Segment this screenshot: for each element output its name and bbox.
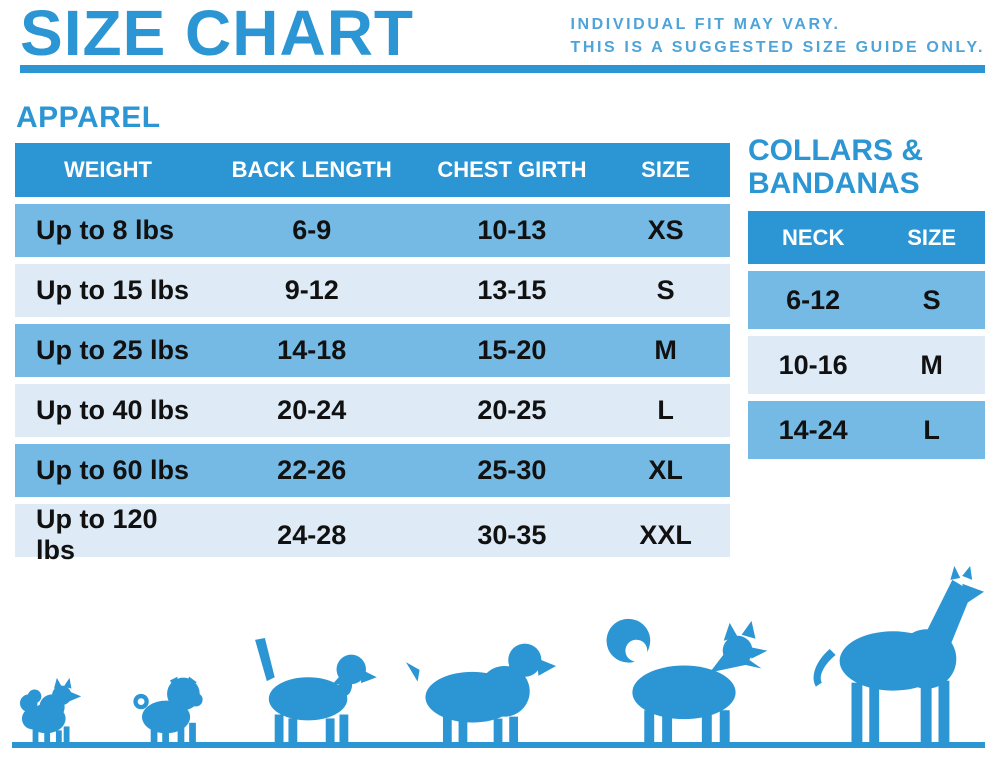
size-cell: M (654, 335, 677, 365)
back-length-cell: 9-12 (284, 275, 339, 305)
size-cell: M (920, 349, 943, 380)
collars-section-heading: COLLARS & BANDANAS (748, 134, 985, 200)
collars-heading-line-2: BANDANAS (748, 167, 920, 200)
table-row: Up to 25 lbs 14-18 15-20 M (15, 324, 730, 377)
column-header-size: SIZE (907, 224, 957, 250)
back-length-cell: 20-24 (277, 395, 347, 425)
masthead: SIZE CHART INDIVIDUAL FIT MAY VARY. THIS… (20, 0, 985, 73)
weight-cell: Up to 40 lbs (36, 395, 190, 425)
size-cell: L (923, 414, 940, 445)
neck-cell: 14-24 (778, 414, 848, 445)
table-row: Up to 120 lbs 24-28 30-35 XXL (15, 504, 730, 565)
size-cell: S (656, 275, 675, 305)
table-row: 10-16 M (748, 336, 985, 394)
pomeranian-dog-icon (19, 677, 82, 742)
weight-cell: Up to 15 lbs (36, 275, 190, 305)
chest-girth-cell: 30-35 (477, 519, 547, 550)
back-length-cell: 14-18 (277, 335, 347, 365)
table-row: 14-24 L (748, 401, 985, 459)
disclaimer-line-1: INDIVIDUAL FIT MAY VARY. (570, 15, 841, 33)
collars-table-header: NECK SIZE (748, 211, 985, 264)
back-length-cell: 22-26 (277, 455, 347, 485)
pug-dog-icon (133, 676, 203, 742)
size-cell: XL (648, 455, 683, 485)
back-length-cell: 6-9 (292, 215, 332, 245)
column-header-back-length: BACK LENGTH (231, 157, 392, 182)
apparel-section-heading: APPAREL (16, 101, 161, 134)
size-cell: S (922, 284, 941, 315)
column-header-weight: WEIGHT (63, 157, 152, 182)
collars-table-body: 6-12 S 10-16 M 14-24 L (748, 271, 985, 459)
weight-cell: Up to 25 lbs (36, 335, 190, 365)
cocker-spaniel-dog-icon (405, 643, 557, 742)
chest-girth-cell: 13-15 (477, 275, 547, 305)
table-row: Up to 8 lbs 6-9 10-13 XS (15, 204, 730, 257)
collars-heading-line-1: COLLARS & (748, 134, 923, 167)
husky-dog-icon (606, 618, 768, 742)
neck-cell: 10-16 (778, 349, 848, 380)
apparel-table-body: Up to 8 lbs 6-9 10-13 XS Up to 15 lbs 9-… (15, 204, 730, 565)
collars-size-table: NECK SIZE 6-12 S 10-16 M 14-24 L (748, 211, 985, 459)
chest-girth-cell: 20-25 (477, 395, 547, 425)
beagle-dog-icon (255, 637, 377, 742)
neck-cell: 6-12 (786, 284, 841, 315)
back-length-cell: 24-28 (277, 519, 347, 550)
table-row: Up to 40 lbs 20-24 20-25 L (15, 384, 730, 437)
disclaimer-text: INDIVIDUAL FIT MAY VARY. THIS IS A SUGGE… (570, 13, 985, 63)
size-cell: L (657, 395, 674, 425)
column-header-size: SIZE (641, 157, 691, 182)
great-dane-dog-icon (813, 565, 984, 742)
size-cell: XXL (639, 519, 692, 550)
table-row: Up to 60 lbs 22-26 25-30 XL (15, 444, 730, 497)
chest-girth-cell: 10-13 (477, 215, 547, 245)
size-cell: XS (647, 215, 684, 245)
weight-cell: Up to 120 lbs (36, 504, 158, 565)
apparel-size-table: WEIGHT BACK LENGTH CHEST GIRTH SIZE Up t… (15, 143, 730, 565)
apparel-table-header: WEIGHT BACK LENGTH CHEST GIRTH SIZE (15, 143, 730, 197)
disclaimer-line-2: THIS IS A SUGGESTED SIZE GUIDE ONLY. (570, 38, 985, 56)
column-header-neck: NECK (782, 224, 845, 250)
ground-line (12, 742, 985, 748)
weight-cell: Up to 60 lbs (36, 455, 190, 485)
collars-bandanas-section: COLLARS & BANDANAS NECK SIZE 6-12 S 10-1… (748, 134, 985, 459)
weight-cell: Up to 8 lbs (36, 215, 175, 245)
chest-girth-cell: 15-20 (477, 335, 547, 365)
table-row: 6-12 S (748, 271, 985, 329)
column-header-chest-girth: CHEST GIRTH (437, 157, 587, 182)
dog-size-illustration (0, 560, 1000, 757)
page-title: SIZE CHART (20, 0, 414, 69)
table-row: Up to 15 lbs 9-12 13-15 S (15, 264, 730, 317)
chest-girth-cell: 25-30 (477, 455, 547, 485)
